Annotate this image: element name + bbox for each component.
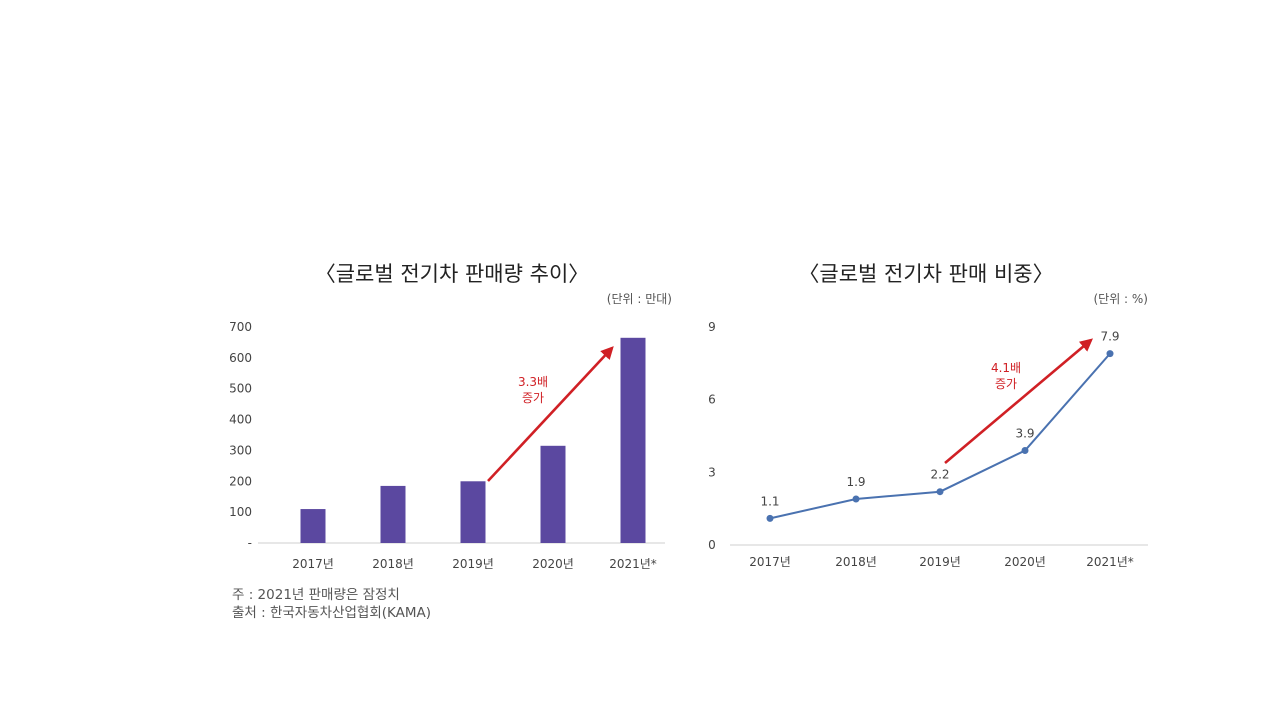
bar-growth-arrow [487,346,614,482]
line-chart-unit: (단위 : %) [1093,292,1148,306]
bar-chart-unit: (단위 : 만대) [607,292,672,306]
line-point [852,495,860,503]
bar-x-tick-label: 2017년 [292,557,334,571]
line-data-label: 3.9 [1015,427,1034,441]
line-y-tick-label: 9 [708,320,716,334]
line-x-tick-label: 2018년 [835,555,877,569]
bar-y-tick-label: 700 [229,320,252,334]
bar-y-tick-label: 200 [229,474,252,488]
bar-y-tick-label: 500 [229,382,252,396]
line-annotation-multiple: 4.1배 [991,361,1021,375]
line-y-tick-label: 3 [708,465,716,479]
bar-y-tick-label: 300 [229,443,252,457]
line-chart-title: 〈글로벌 전기차 판매 비중〉 [798,262,1053,286]
line-point [766,514,774,522]
line-x-tick-label: 2020년 [1004,555,1046,569]
line-x-tick-label: 2019년 [919,555,961,569]
bar-x-tick-label: 2019년 [452,557,494,571]
bar [620,337,646,543]
line-point [1021,447,1029,455]
line-data-label: 7.9 [1100,330,1119,344]
source-note: 출처 : 한국자동차산업협회(KAMA) [232,605,432,621]
bar [540,445,566,543]
bar-y-tick-label: 100 [229,505,252,519]
line-x-tick-label: 2021년* [1086,555,1134,569]
bar-y-tick-label: 400 [229,413,252,427]
bar-x-tick-label: 2018년 [372,557,414,571]
footnote: 주 : 2021년 판매량은 잠정치 [232,587,400,603]
bar [460,481,486,543]
bar-annotation-increase: 증가 [522,391,544,405]
line-annotation-increase: 증가 [995,377,1017,391]
line-y-tick-label: 6 [708,393,716,407]
bar-x-tick-label: 2021년* [609,557,657,571]
bar-chart-title: 〈글로벌 전기차 판매량 추이〉 [315,262,590,286]
line-data-label: 1.9 [846,475,865,489]
line-point [1106,350,1114,358]
bar [380,485,406,543]
line-y-tick-label: 0 [708,538,716,552]
line-growth-arrow [944,338,1093,464]
line-point [936,488,944,496]
bar-y-tick-label: - [248,536,252,550]
line-data-label: 1.1 [760,494,779,508]
bar-y-tick-label: 600 [229,351,252,365]
bar-x-tick-label: 2020년 [532,557,574,571]
bar [300,509,326,543]
bar-annotation-multiple: 3.3배 [518,375,548,389]
line-x-tick-label: 2017년 [749,555,791,569]
line-data-label: 2.2 [930,468,949,482]
